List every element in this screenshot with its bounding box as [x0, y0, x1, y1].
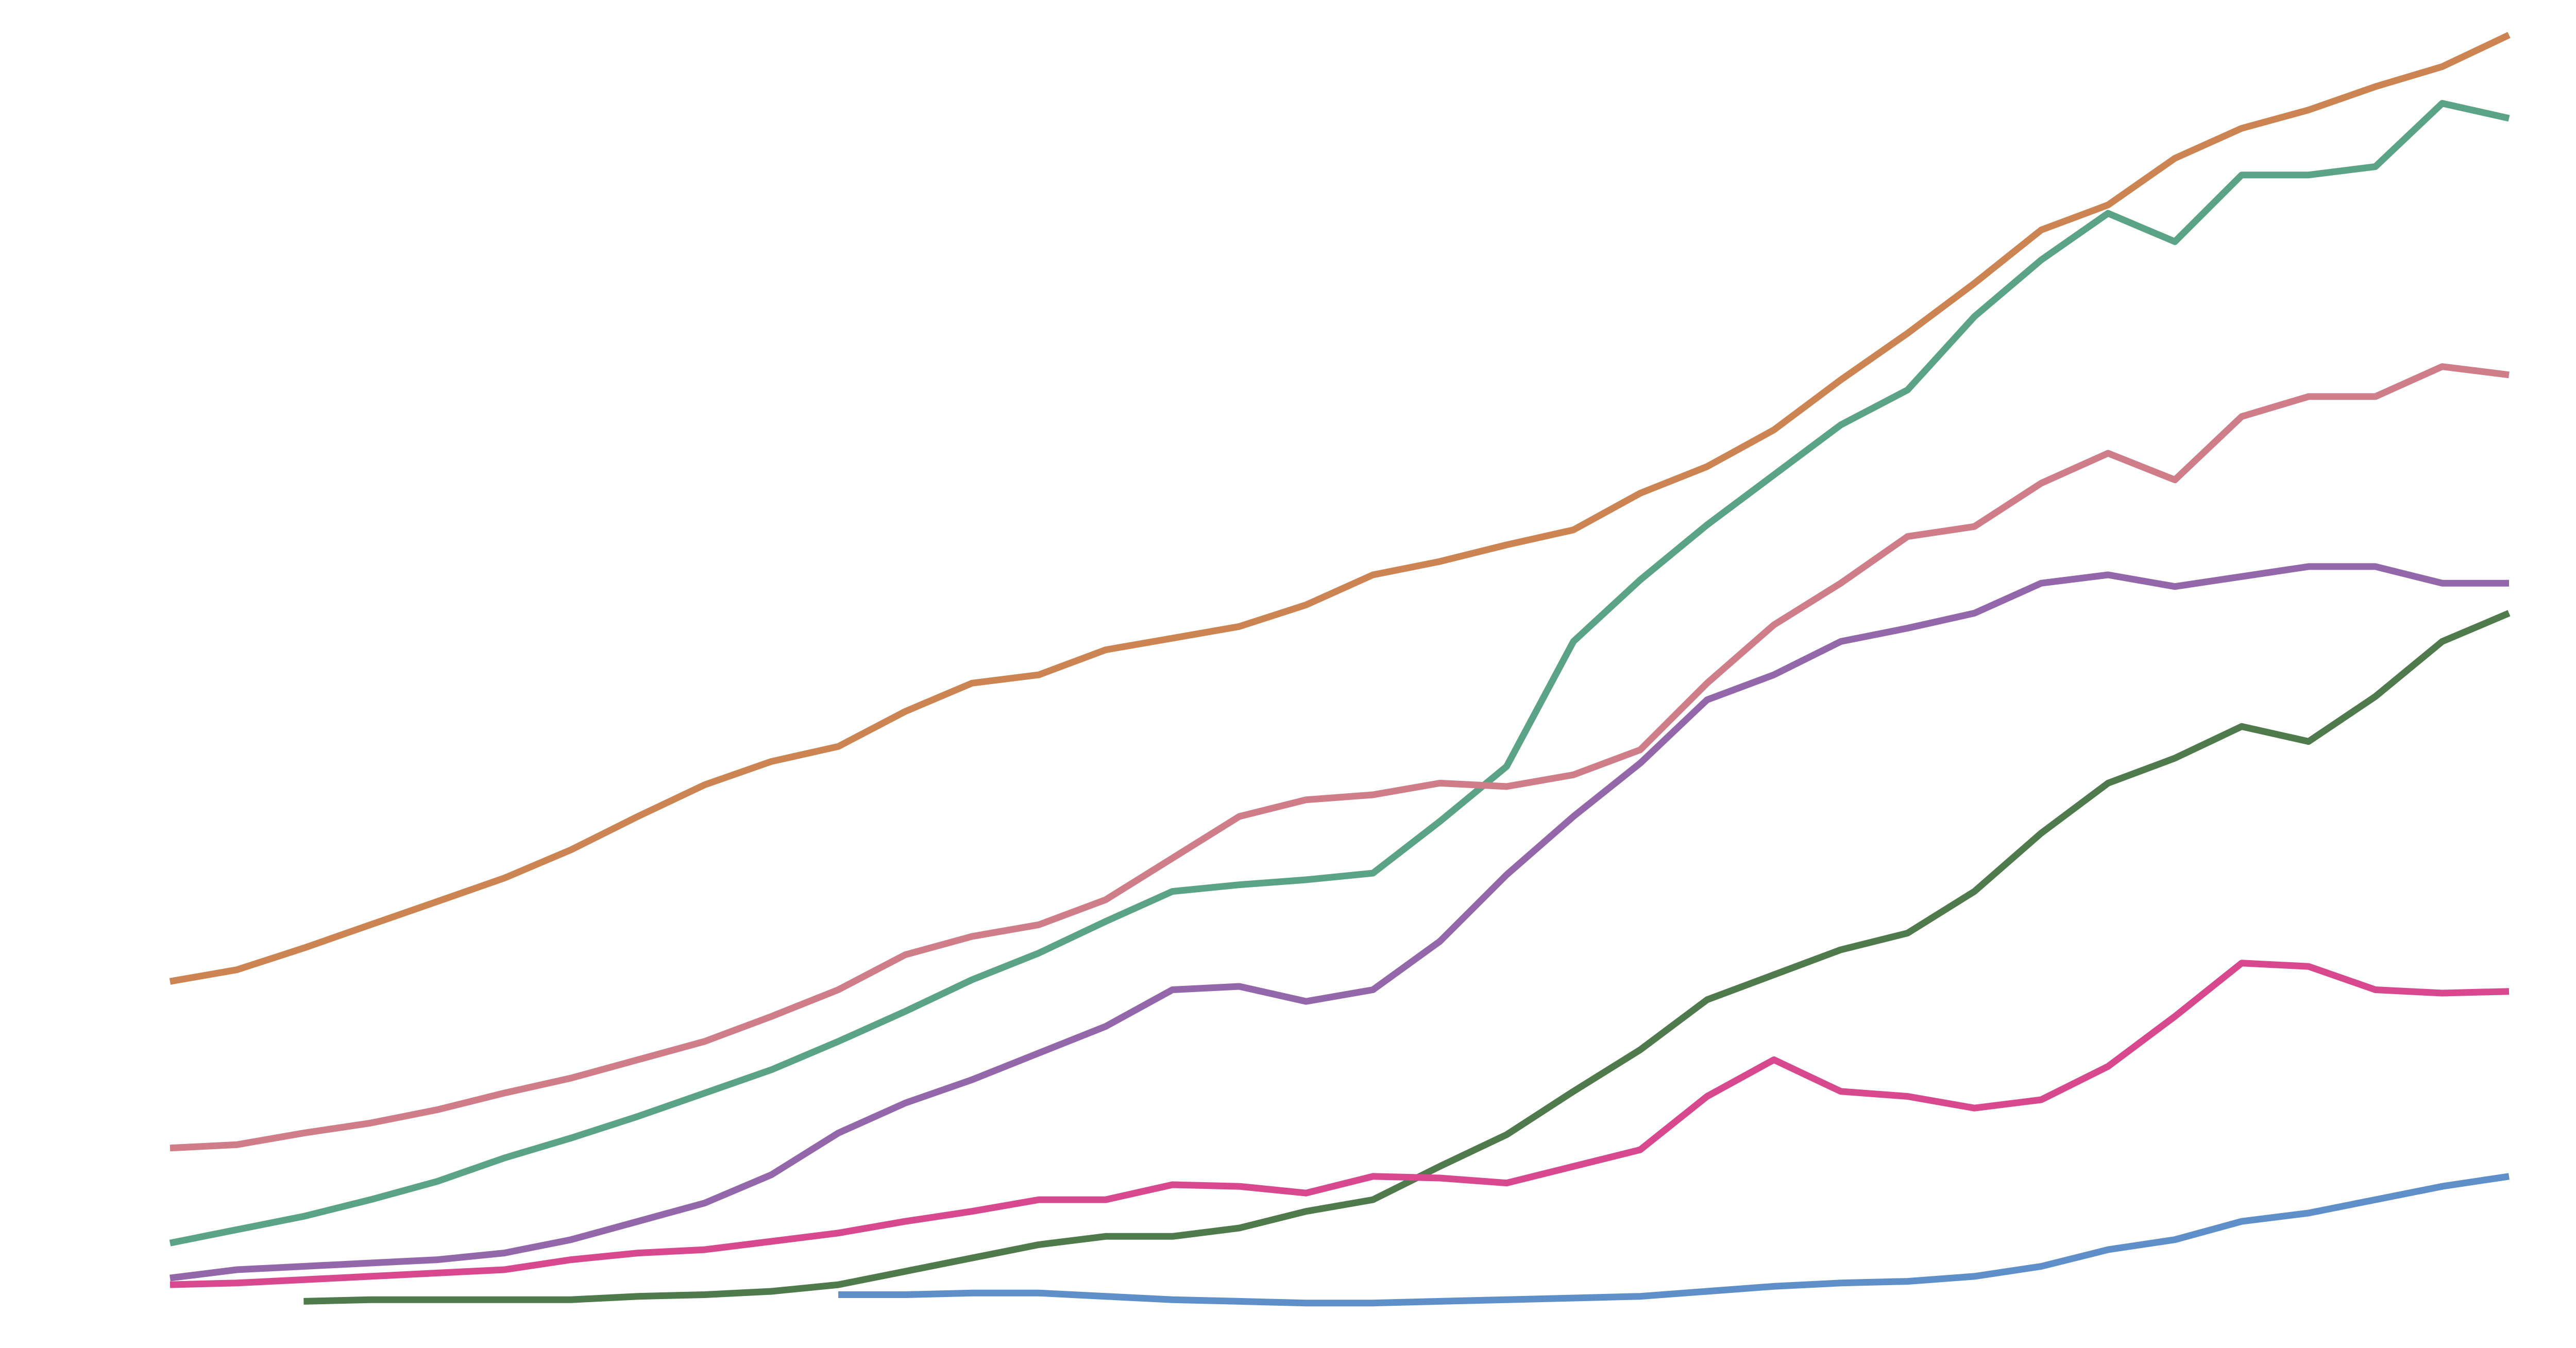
line-series — [838, 1173, 2510, 1307]
line-series — [169, 32, 2511, 985]
line-series — [169, 100, 2510, 1247]
line-series — [170, 960, 2510, 1288]
line-series — [170, 563, 2509, 1282]
line-series — [170, 363, 2510, 1152]
line-series — [303, 610, 2511, 1305]
